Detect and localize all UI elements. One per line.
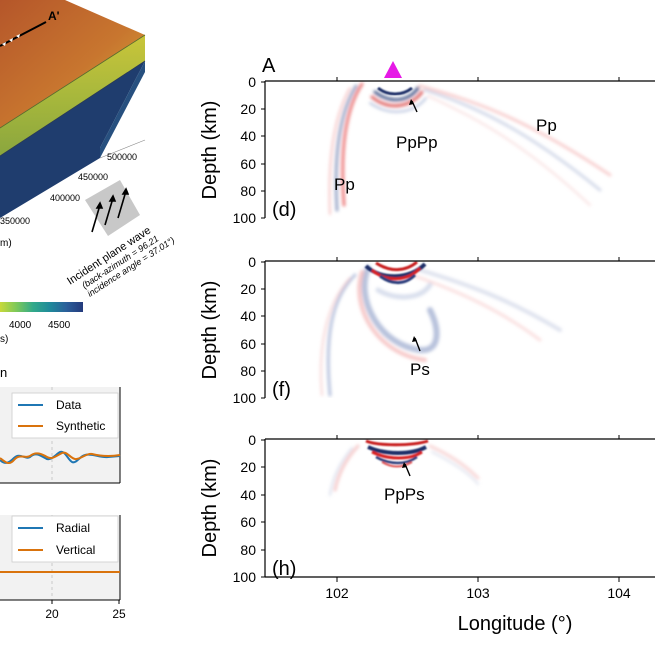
- panel-d-ytick-80: 80: [240, 183, 256, 199]
- phase-label-ps: Ps: [410, 360, 430, 379]
- panel-h-ytick-60: 60: [240, 514, 256, 530]
- panel-f: 0 20 40 60 80 100 Depth (km) (f) Ps: [199, 254, 655, 406]
- block-front-face: [0, 35, 145, 156]
- panel-f-ytick-60: 60: [240, 336, 256, 352]
- panel-h-image: [329, 439, 480, 496]
- panel-f-ylabel: Depth (km): [199, 281, 221, 380]
- y-unit: m): [0, 238, 12, 249]
- panel-d-image: [328, 82, 612, 215]
- y-tick-400000: 400000: [50, 193, 80, 203]
- panel-f-letter: (f): [272, 379, 291, 401]
- section-label: A: [262, 55, 276, 77]
- panel-h-ytick-20: 20: [240, 459, 256, 475]
- y-tick-350000: 350000: [0, 216, 30, 226]
- colorbar-unit: s): [0, 334, 8, 345]
- panel-h-ytick-100: 100: [233, 569, 257, 585]
- panel-d-ytick-60: 60: [240, 156, 256, 172]
- x-axis-label: Longitude (°): [458, 613, 573, 635]
- panel-f-image: [319, 261, 562, 397]
- block-lower-side: [100, 61, 145, 158]
- profile-line: [0, 21, 47, 47]
- panel-f-ytick-40: 40: [240, 308, 256, 324]
- panel-h: 0 20 40 60 80 100 Depth (km) (h) PpPs 10…: [199, 432, 655, 635]
- model-block-3d: A' 500000 450000 400000 350000 m) Incide…: [0, 0, 176, 299]
- left-panel-letter: n: [0, 365, 7, 380]
- colorbar-tick-4000: 4000: [9, 320, 32, 331]
- panel-h-letter: (h): [272, 558, 296, 580]
- legend-data: Data: [56, 398, 82, 412]
- panel-d-ytick-0: 0: [248, 74, 256, 90]
- y-tick-450000: 450000: [78, 172, 108, 182]
- colorbar: 4000 4500 s): [0, 302, 83, 345]
- x-tick-20: 20: [45, 607, 59, 621]
- phase-label-ppp: PpPp: [396, 133, 438, 152]
- panel-f-ytick-80: 80: [240, 363, 256, 379]
- panel-d-ylabel: Depth (km): [199, 101, 221, 200]
- waveform-plot-2: Radial Vertical 20 25: [0, 515, 126, 621]
- legend-box-1: [11, 392, 119, 439]
- legend-box-2: [11, 515, 119, 563]
- legend-radial: Radial: [56, 521, 90, 535]
- y-tick-500000: 500000: [107, 152, 137, 162]
- profile-end-label: A': [48, 9, 60, 23]
- colorbar-tick-4500: 4500: [48, 320, 71, 331]
- panel-f-ytick-20: 20: [240, 281, 256, 297]
- x-tick-25: 25: [112, 607, 126, 621]
- panel-h-ylabel: Depth (km): [199, 459, 221, 558]
- synthetic-trace: [0, 451, 121, 465]
- incident-arrows: [91, 187, 130, 233]
- panel-f-ytick-100: 100: [233, 390, 257, 406]
- panel-d-letter: (d): [272, 199, 296, 221]
- x-tick-104: 104: [607, 585, 631, 601]
- station-triangle: [384, 61, 402, 78]
- panel-h-ytick-40: 40: [240, 487, 256, 503]
- panel-d-ytick-40: 40: [240, 128, 256, 144]
- legend-synthetic: Synthetic: [56, 419, 105, 433]
- phase-label-pp-left: Pp: [334, 175, 355, 194]
- phase-label-pp-right: Pp: [536, 116, 557, 135]
- panel-h-ytick-80: 80: [240, 542, 256, 558]
- block-lower-face: [0, 61, 145, 218]
- panel-f-ytick-0: 0: [248, 254, 256, 270]
- station-markers: [2, 34, 20, 46]
- panel-d-ytick-100: 100: [233, 210, 257, 226]
- panel-d: 0 20 40 60 80 100 Depth (km) (d) PpPp Pp…: [199, 74, 655, 226]
- panel-d-ytick-20: 20: [240, 101, 256, 117]
- x-tick-103: 103: [466, 585, 490, 601]
- legend-vertical: Vertical: [56, 543, 95, 557]
- panel-h-ytick-0: 0: [248, 432, 256, 448]
- phase-label-ppps: PpPs: [384, 485, 425, 504]
- waveform-plot-1: Data Synthetic: [0, 387, 121, 484]
- block-top-face: [0, 0, 145, 128]
- x-tick-102: 102: [325, 585, 349, 601]
